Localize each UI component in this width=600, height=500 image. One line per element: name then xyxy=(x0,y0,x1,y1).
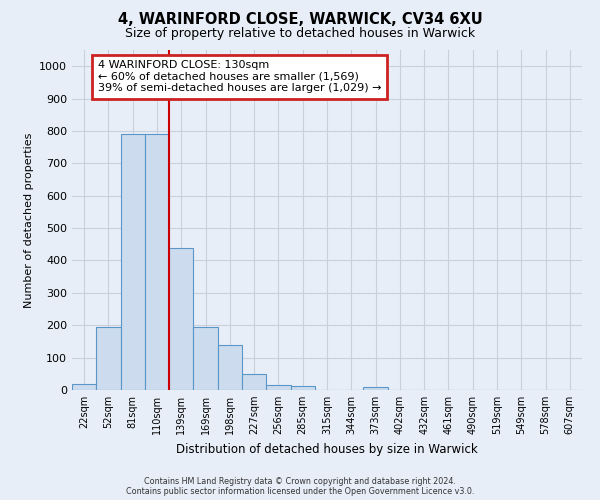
Bar xyxy=(364,387,388,390)
Bar xyxy=(193,327,218,390)
Text: Contains HM Land Registry data © Crown copyright and database right 2024.
Contai: Contains HM Land Registry data © Crown c… xyxy=(126,476,474,496)
Bar xyxy=(96,327,121,390)
Bar xyxy=(290,386,315,390)
Bar xyxy=(266,386,290,390)
Text: Size of property relative to detached houses in Warwick: Size of property relative to detached ho… xyxy=(125,28,475,40)
Bar xyxy=(218,344,242,390)
Text: 4 WARINFORD CLOSE: 130sqm
← 60% of detached houses are smaller (1,569)
39% of se: 4 WARINFORD CLOSE: 130sqm ← 60% of detac… xyxy=(97,60,381,94)
Bar xyxy=(121,134,145,390)
X-axis label: Distribution of detached houses by size in Warwick: Distribution of detached houses by size … xyxy=(176,442,478,456)
Bar xyxy=(169,248,193,390)
Bar xyxy=(242,374,266,390)
Y-axis label: Number of detached properties: Number of detached properties xyxy=(23,132,34,308)
Bar xyxy=(72,384,96,390)
Text: 4, WARINFORD CLOSE, WARWICK, CV34 6XU: 4, WARINFORD CLOSE, WARWICK, CV34 6XU xyxy=(118,12,482,28)
Bar xyxy=(145,134,169,390)
